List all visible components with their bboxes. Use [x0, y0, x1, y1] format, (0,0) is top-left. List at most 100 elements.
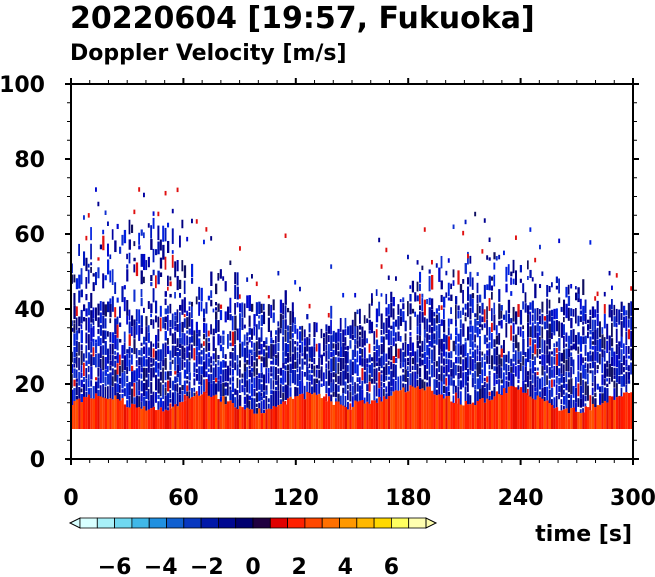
- velocity-cell-negative: [320, 328, 323, 339]
- velocity-cell-negative: [575, 387, 578, 403]
- velocity-cell-negative: [164, 382, 167, 388]
- velocity-cell-negative: [498, 379, 500, 395]
- velocity-cell-negative: [560, 373, 563, 383]
- velocity-cell-negative: [75, 352, 78, 357]
- velocity-cell-negative: [179, 235, 181, 248]
- velocity-cell-negative: [291, 338, 294, 353]
- velocity-cell-negative: [99, 312, 102, 324]
- velocity-cell-negative: [426, 318, 429, 332]
- velocity-cell-positive: [404, 392, 407, 429]
- velocity-cell-negative: [95, 342, 98, 354]
- velocity-cell-negative: [589, 350, 592, 355]
- velocity-cell-negative: [414, 351, 417, 366]
- velocity-cell-positive: [479, 398, 482, 429]
- velocity-cell-negative: [527, 371, 530, 376]
- velocity-cell-positive: [553, 408, 556, 429]
- velocity-cell-negative: [510, 373, 513, 386]
- velocity-cell-positive: [387, 396, 391, 429]
- velocity-cell-negative: [479, 351, 481, 362]
- velocity-cell-negative: [159, 239, 162, 251]
- velocity-cell-negative: [591, 382, 594, 387]
- velocity-cell-negative: [294, 369, 297, 385]
- x-axis-ticks: 0 60 120 180 240 300: [63, 78, 655, 511]
- velocity-cell-negative: [205, 323, 208, 338]
- velocity-cell-negative: [267, 295, 270, 299]
- velocity-cell-negative: [210, 383, 213, 397]
- velocity-cell-negative: [375, 362, 378, 367]
- velocity-cell-negative: [623, 343, 625, 355]
- velocity-cell-positive: [255, 413, 259, 429]
- velocity-cell-sparse: [356, 309, 359, 315]
- velocity-cell-negative: [469, 333, 472, 348]
- velocity-cell-negative: [258, 320, 260, 330]
- velocity-cell-negative: [467, 382, 469, 393]
- velocity-cell-negative: [203, 341, 205, 346]
- velocity-cell-negative: [618, 360, 621, 376]
- velocity-cell-negative: [491, 291, 493, 300]
- velocity-cell-negative: [263, 399, 265, 410]
- velocity-cell-positive: [186, 396, 189, 429]
- velocity-cell-negative: [558, 377, 561, 385]
- velocity-cell-negative: [529, 380, 532, 397]
- velocity-cell-negative: [186, 391, 189, 397]
- velocity-cell-negative: [527, 337, 529, 348]
- velocity-cell-negative: [435, 314, 439, 324]
- velocity-cell-negative: [373, 345, 376, 352]
- velocity-cell-negative: [123, 229, 127, 244]
- velocity-cell-negative: [596, 365, 599, 370]
- velocity-cell-negative: [493, 366, 496, 371]
- velocity-cell-negative: [402, 351, 405, 362]
- velocity-cell-negative: [330, 335, 333, 352]
- velocity-cell-positive: [426, 386, 429, 429]
- velocity-cell-negative: [503, 372, 505, 389]
- velocity-cell-positive: [359, 400, 362, 429]
- velocity-cell-negative: [623, 305, 626, 316]
- velocity-cell-negative: [179, 387, 182, 395]
- velocity-cell-negative: [229, 367, 232, 376]
- velocity-cell-negative: [255, 324, 258, 340]
- velocity-cell-negative: [558, 352, 561, 367]
- velocity-cell-sparse: [435, 263, 438, 268]
- velocity-cell-negative: [85, 378, 88, 392]
- velocity-cell-negative: [517, 379, 520, 384]
- velocity-cell-negative: [479, 328, 481, 335]
- velocity-cell-negative: [416, 379, 419, 387]
- velocity-cell-negative: [236, 302, 239, 308]
- velocity-cell-negative: [351, 376, 354, 386]
- velocity-cell-positive: [318, 393, 321, 429]
- velocity-cell-negative: [354, 311, 357, 327]
- velocity-cell-negative: [80, 379, 83, 388]
- velocity-cell-positive: [423, 390, 427, 429]
- velocity-cell-negative: [531, 353, 534, 360]
- velocity-cell-negative: [515, 366, 517, 377]
- velocity-cell-negative: [219, 361, 222, 375]
- velocity-cell-negative: [200, 350, 203, 355]
- velocity-cell-negative: [335, 344, 338, 355]
- velocity-cell-negative: [167, 393, 170, 407]
- velocity-cell-negative: [546, 298, 548, 315]
- velocity-cell-negative: [174, 312, 177, 316]
- velocity-cell-negative: [183, 347, 186, 353]
- velocity-cell-negative: [339, 318, 342, 332]
- velocity-cell-negative: [491, 355, 494, 370]
- velocity-cell-negative: [416, 335, 419, 341]
- velocity-cell-negative: [411, 371, 414, 387]
- velocity-cell-negative: [219, 310, 223, 321]
- velocity-cell-negative: [603, 337, 606, 350]
- velocity-cell-negative: [138, 365, 141, 379]
- velocity-cell-negative: [546, 330, 549, 345]
- velocity-cell-negative: [95, 353, 97, 368]
- velocity-cell-negative: [493, 372, 496, 386]
- velocity-cell-negative: [111, 355, 114, 367]
- velocity-cell-negative: [85, 308, 88, 317]
- velocity-cell-negative: [471, 341, 474, 351]
- velocity-cell-negative: [423, 364, 427, 380]
- velocity-cell-negative: [596, 351, 599, 363]
- velocity-cell-negative: [390, 330, 393, 346]
- velocity-cell-negative: [558, 392, 560, 400]
- velocity-cell-negative: [351, 361, 354, 375]
- velocity-cell-negative: [119, 246, 122, 254]
- velocity-cell-negative: [191, 277, 194, 284]
- velocity-cell-negative: [162, 359, 165, 367]
- velocity-cell-negative: [419, 357, 422, 367]
